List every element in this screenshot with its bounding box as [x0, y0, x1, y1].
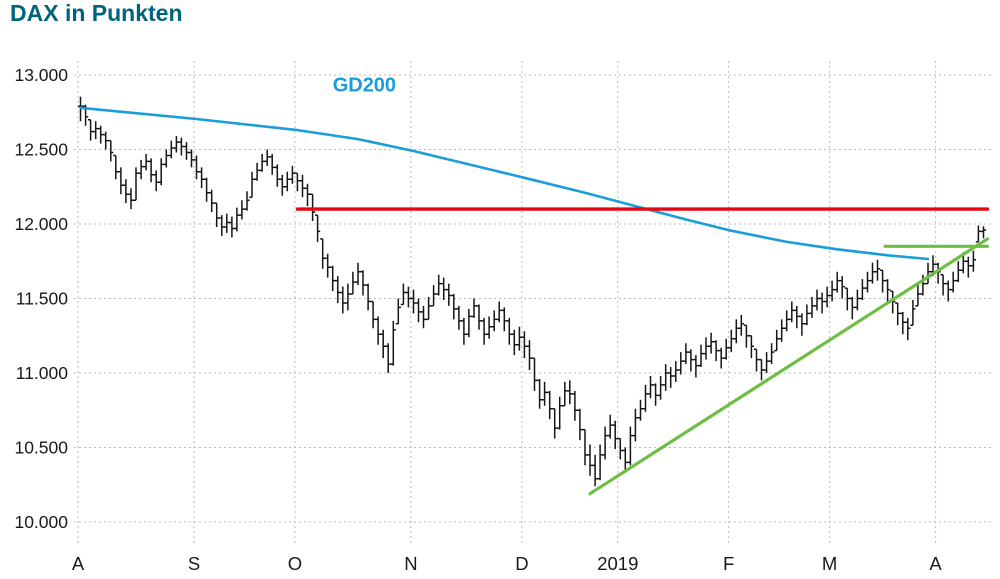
- y-tick-label: 11.000: [16, 363, 68, 383]
- x-tick-label: F: [723, 553, 734, 574]
- price-bars: [77, 96, 987, 487]
- x-grid-and-labels: A S O N D 2019 F M A: [72, 61, 942, 574]
- x-tick-label: O: [288, 553, 302, 574]
- y-tick-label: 12.500: [14, 140, 68, 160]
- trendline: [588, 237, 990, 496]
- gd200-label: GD200: [333, 74, 396, 96]
- x-tick-label: N: [404, 553, 417, 574]
- y-tick-label: 11.500: [16, 289, 68, 309]
- x-tick-label: 2019: [597, 553, 638, 574]
- y-tick-label: 13.000: [14, 65, 68, 85]
- y-tick-label: 10.500: [14, 438, 68, 458]
- x-tick-label: M: [822, 553, 837, 574]
- gd200-line: [79, 106, 930, 261]
- y-tick-label: 12.000: [14, 214, 68, 234]
- x-tick-label: D: [515, 553, 528, 574]
- y-tick-label: 10.000: [14, 512, 68, 532]
- x-tick-label: A: [72, 553, 85, 574]
- x-tick-label: S: [188, 553, 200, 574]
- x-tick-label: A: [929, 553, 942, 574]
- y-grid-and-labels: 10.000 10.500 11.000 11.500 12.000 12.500 13.0…: [14, 65, 991, 532]
- chart-title: DAX in Punkten: [10, 0, 183, 26]
